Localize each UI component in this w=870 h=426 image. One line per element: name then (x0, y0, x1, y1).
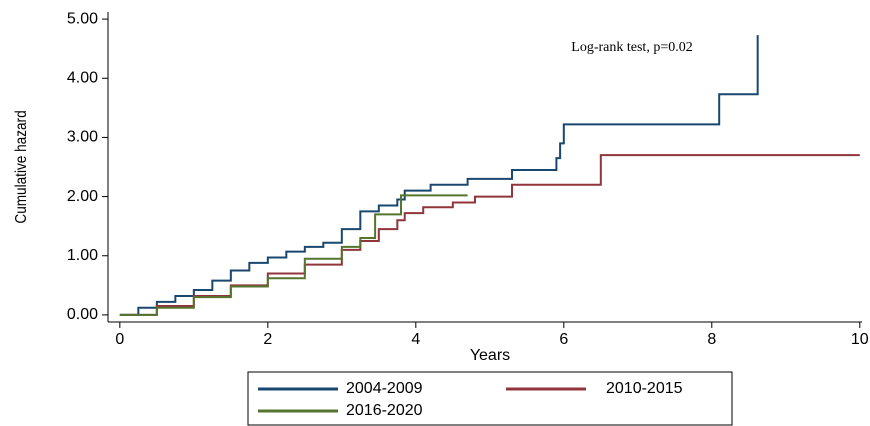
y-tick-label: 3.00 (67, 129, 98, 146)
annotation: Log-rank test, p=0.02 (571, 40, 692, 55)
y-axis-title: Cumulative hazard (13, 110, 30, 223)
x-tick-label: 8 (707, 331, 716, 348)
x-axis-title: Years (470, 347, 510, 364)
x-tick-label: 2 (263, 331, 272, 348)
legend-box (247, 371, 733, 426)
y-tick-label: 1.00 (67, 247, 98, 264)
y-tick-label: 2.00 (67, 188, 98, 205)
legend-label: 2004-2009 (346, 380, 423, 397)
y-tick-label: 5.00 (67, 10, 98, 27)
x-tick-label: 6 (559, 331, 568, 348)
x-tick-label: 0 (115, 331, 124, 348)
y-tick-label: 4.00 (67, 69, 98, 86)
x-tick-label: 4 (411, 331, 420, 348)
series-line (119, 194, 468, 316)
y-tick-label: 0.00 (67, 306, 98, 323)
legend-label: 2010-2015 (606, 380, 683, 397)
legend-label: 2016-2020 (346, 402, 423, 419)
series-line (119, 35, 759, 316)
x-tick-label: 10 (851, 331, 869, 348)
